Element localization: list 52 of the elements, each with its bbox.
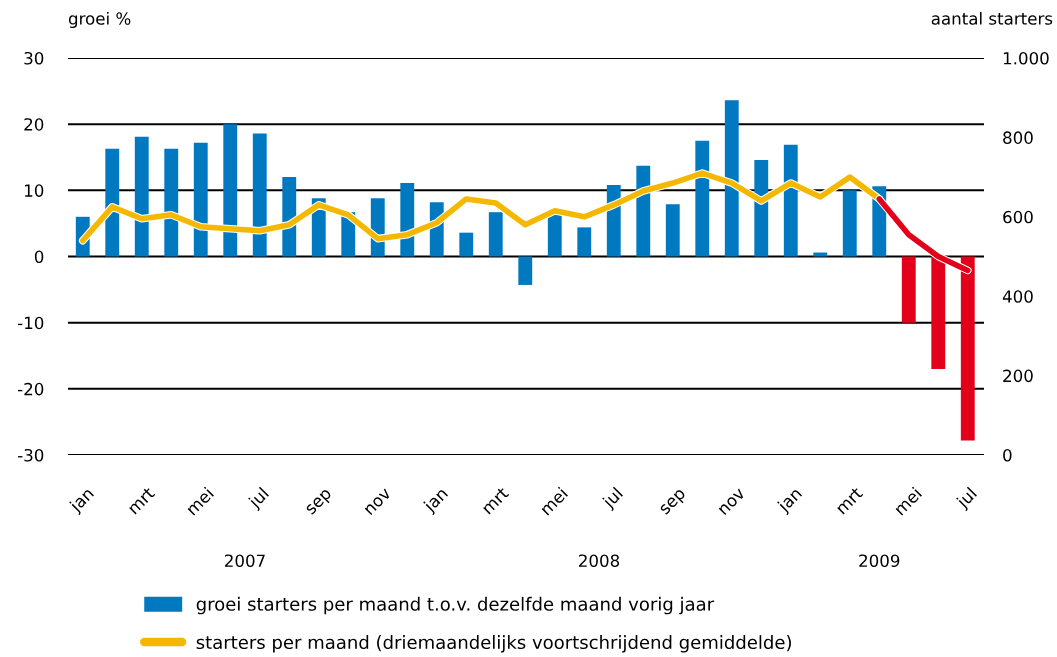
bar xyxy=(252,133,267,257)
bar xyxy=(665,204,680,257)
y-tick-label: 30 xyxy=(24,51,44,65)
y2-axis-title: aantal starters xyxy=(931,11,1053,25)
x-tick-label: jan xyxy=(421,486,451,516)
y2-tick-label: 0 xyxy=(1003,448,1012,462)
x-tick-label: jan xyxy=(775,486,805,516)
text: 2007 xyxy=(225,554,265,568)
y-axis-title: groei % xyxy=(68,11,131,29)
x-tick-label: jul xyxy=(600,486,626,512)
y-tick-label: 20 xyxy=(24,118,44,131)
x-tick-label: mrt xyxy=(835,486,864,515)
bar xyxy=(901,256,916,323)
bar xyxy=(223,124,238,257)
bar xyxy=(636,165,651,257)
x-tick-label: mrt xyxy=(127,486,156,515)
bar xyxy=(783,144,798,257)
y2-tick-label: 400 xyxy=(1002,290,1033,303)
y2-tick-label: 800 xyxy=(1003,131,1033,144)
x-tick-label: nov xyxy=(718,488,746,516)
bar xyxy=(754,159,769,257)
bar xyxy=(518,256,533,285)
bar xyxy=(105,148,120,257)
legend-label: starters per maand (driemaandelijks voortschrijdend gemiddelde) xyxy=(196,635,791,653)
x-tick-label: jul xyxy=(246,486,272,512)
x-tick-label: nov xyxy=(364,488,392,516)
y2-tick-label: 200 xyxy=(1003,369,1033,383)
bar xyxy=(577,227,592,257)
y-tick-label: 0 xyxy=(34,250,44,264)
y-tick-label: 10 xyxy=(25,184,44,197)
bar xyxy=(547,213,562,257)
text: 2008 xyxy=(579,554,620,568)
bar xyxy=(164,148,179,257)
x-tick-label: jan xyxy=(67,486,97,516)
text: 2009 xyxy=(859,554,900,568)
bar xyxy=(695,140,710,257)
bar xyxy=(459,232,474,257)
bar xyxy=(193,142,208,257)
y2-tick-label: 600 xyxy=(1003,210,1033,224)
x-tick-label: jul xyxy=(954,486,980,512)
x-tick-label: sep xyxy=(305,488,335,518)
bar xyxy=(488,212,503,257)
legend-label: groei starters per maand t.o.v. dezelfde maand vorig jaar xyxy=(196,596,715,615)
bar xyxy=(842,190,857,257)
y-tick-label: -20 xyxy=(17,382,44,396)
y-tick-label: -30 xyxy=(17,448,44,462)
bar xyxy=(724,100,739,257)
x-tick-label: sep xyxy=(659,488,689,518)
x-tick-label: mrt xyxy=(481,486,510,515)
y2-tick-label: 1.000 xyxy=(1003,51,1049,65)
y-tick-label: -10 xyxy=(17,316,44,330)
bar xyxy=(134,136,149,257)
